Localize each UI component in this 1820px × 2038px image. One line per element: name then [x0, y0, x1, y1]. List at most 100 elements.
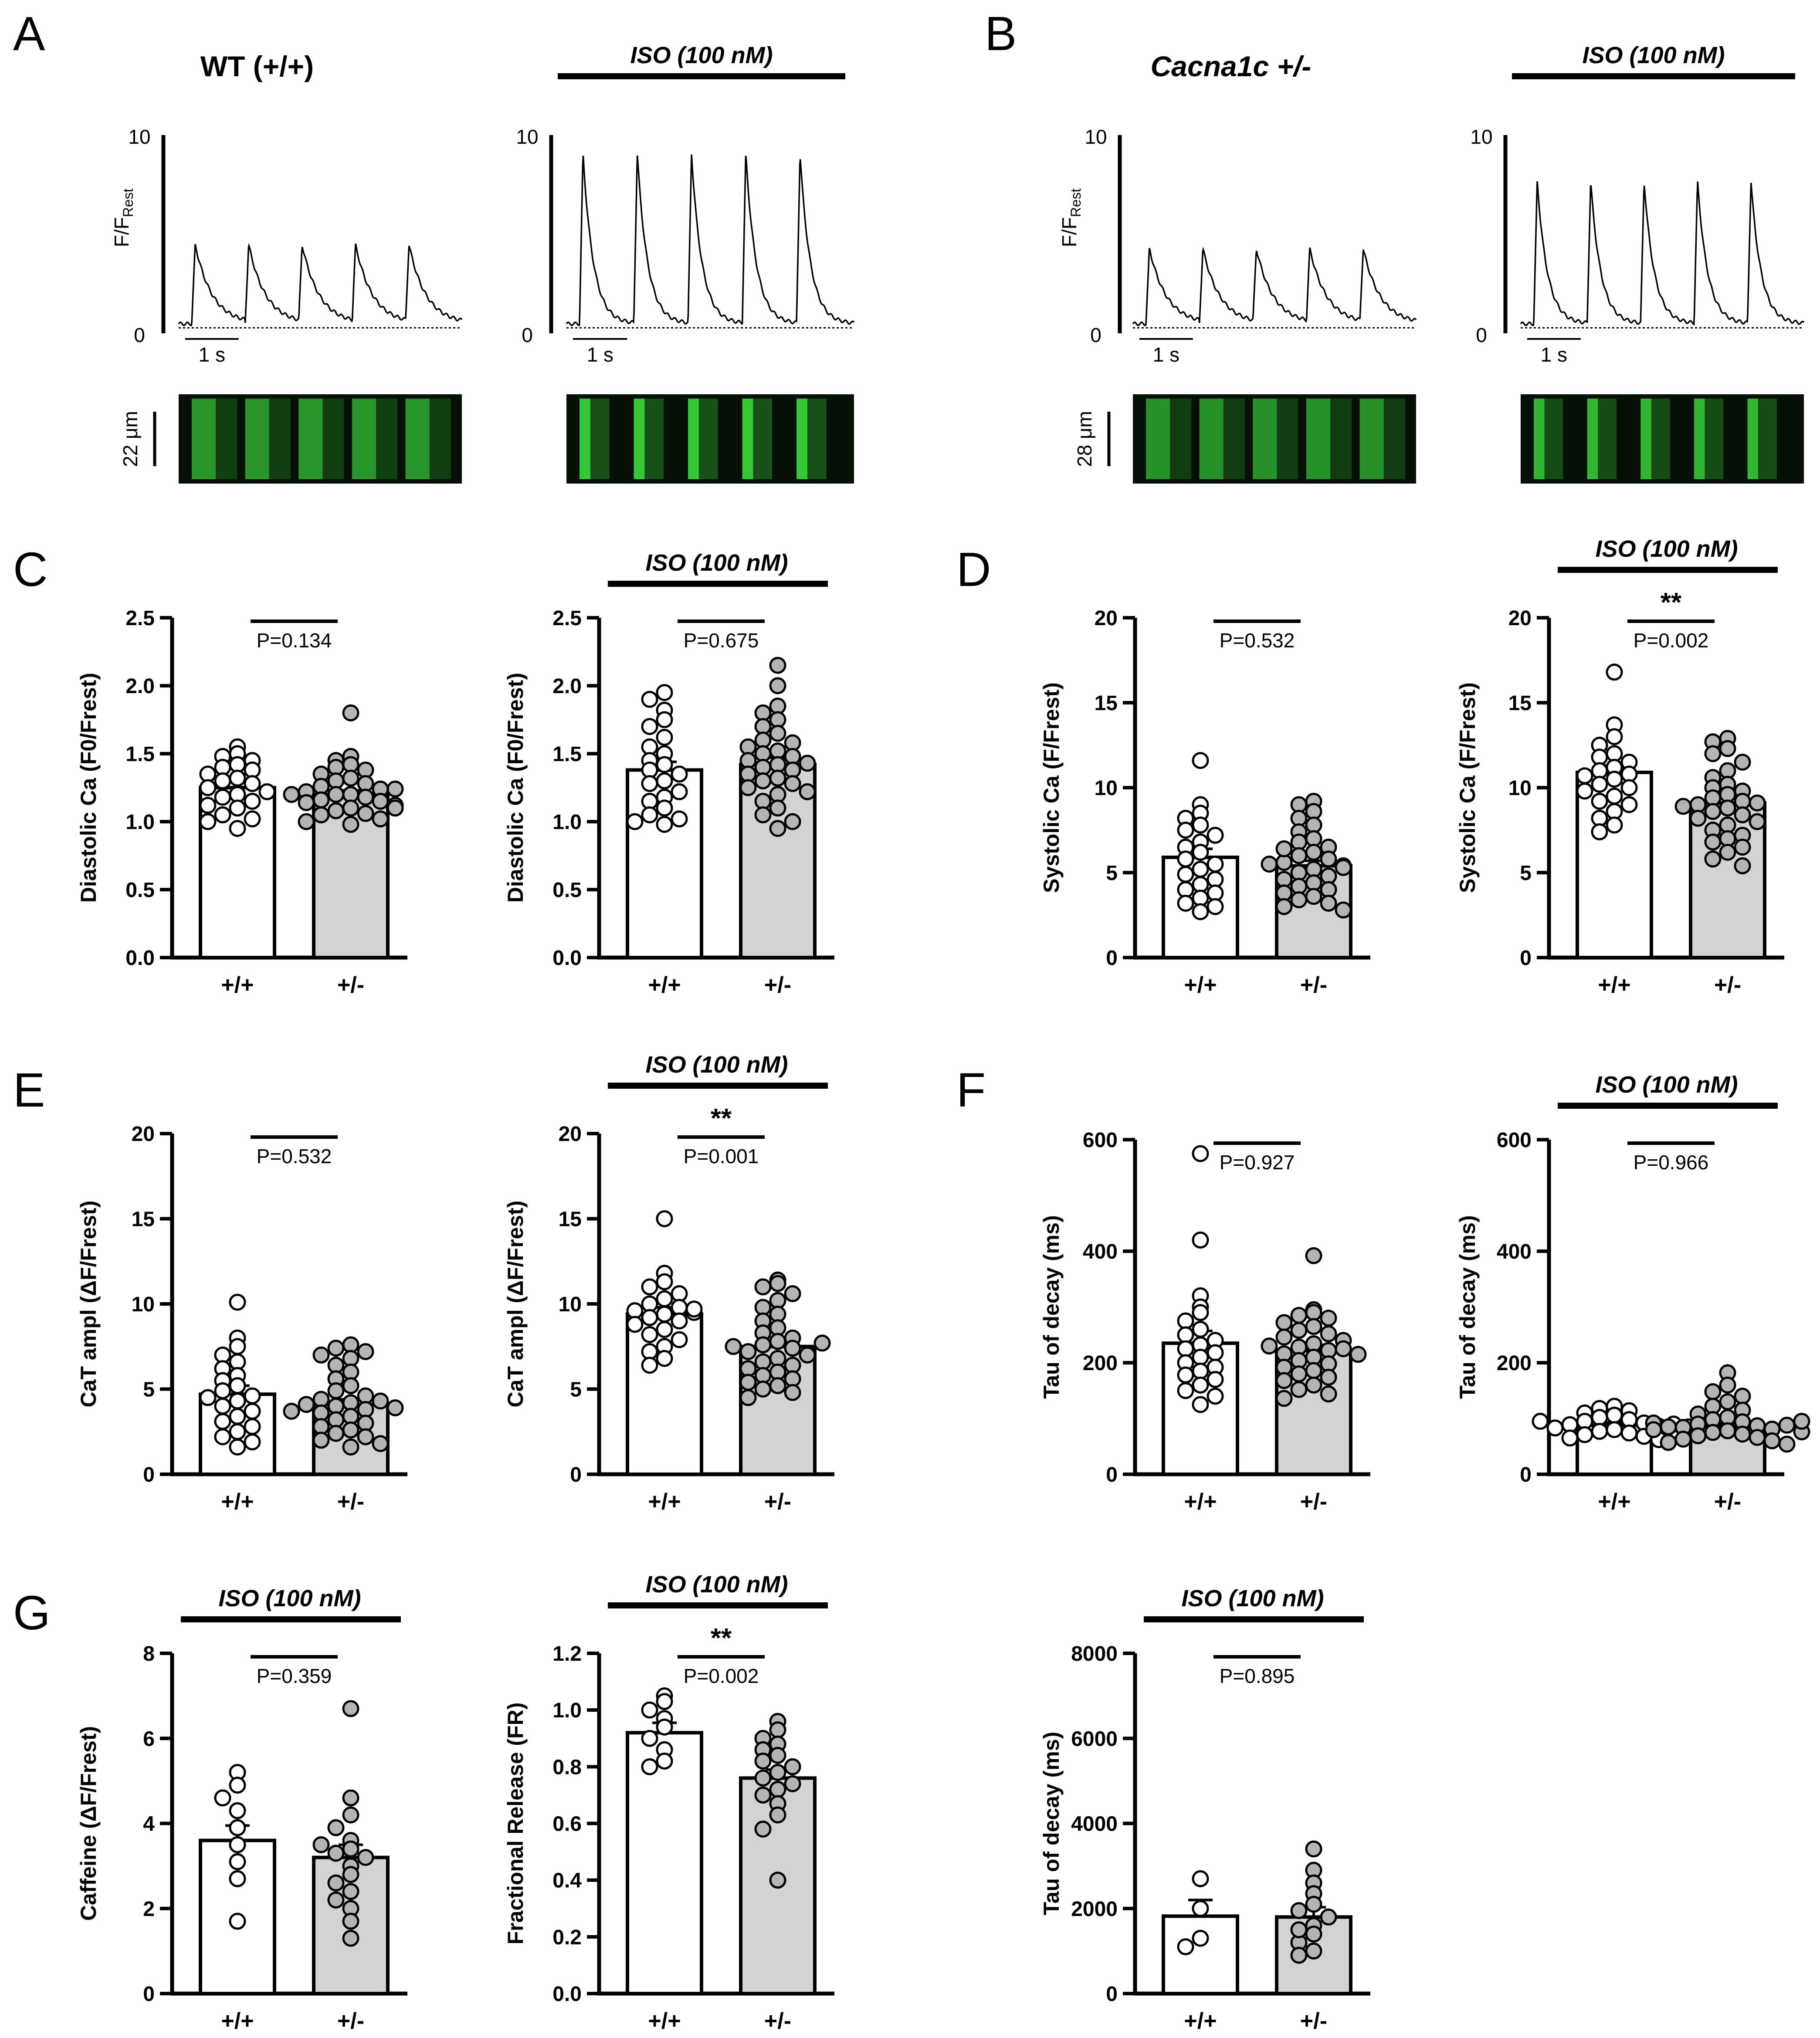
data-point — [342, 1789, 359, 1807]
data-point — [754, 806, 772, 823]
linescan-band-tail — [1277, 399, 1298, 479]
data-point — [229, 1819, 246, 1836]
data-point — [769, 1781, 786, 1798]
data-point — [1778, 1435, 1796, 1453]
data-point — [656, 1305, 673, 1323]
y-tick-label: 15 — [559, 1208, 582, 1231]
data-point — [1320, 894, 1337, 912]
data-point — [641, 691, 658, 708]
data-point — [1606, 771, 1623, 788]
y-tick-label: 8000 — [1071, 1642, 1118, 1666]
data-point — [229, 769, 246, 787]
data-point — [739, 1389, 757, 1406]
data-point — [1290, 1322, 1308, 1339]
data-point — [656, 1290, 673, 1307]
trace-tick-0: 0 — [134, 324, 145, 346]
data-point — [229, 1802, 246, 1819]
data-point — [1320, 1385, 1337, 1403]
data-point — [754, 1336, 772, 1354]
p-value-label: P=0.002 — [684, 1665, 759, 1687]
linescan-band-tail — [753, 399, 773, 479]
data-point — [1620, 779, 1638, 796]
y-tick-label: 5 — [143, 1378, 155, 1402]
data-point — [1320, 1325, 1337, 1342]
y-tick-label: 15 — [1095, 692, 1118, 715]
data-point — [1275, 840, 1293, 857]
y-tick-label: 0.4 — [552, 1869, 582, 1892]
data-point — [1290, 891, 1308, 908]
bar-wt — [626, 1731, 703, 1996]
data-point — [769, 769, 786, 787]
data-point — [784, 1285, 801, 1303]
data-point — [229, 799, 246, 817]
data-point — [754, 1381, 772, 1398]
y-tick-label: 2.0 — [552, 675, 582, 698]
linescan-band — [192, 399, 216, 479]
bar-wt — [1162, 1914, 1239, 1995]
space-scale-label: 22 μm — [119, 411, 142, 467]
data-point — [1290, 1365, 1308, 1383]
data-point — [769, 1872, 786, 1889]
y-axis-label: Tau of decay (ms) — [1455, 1215, 1480, 1398]
y-tick-label: 0 — [1106, 1983, 1118, 2006]
y-tick-label: 20 — [1095, 607, 1118, 630]
data-point — [327, 1845, 345, 1862]
y-tick-label: 0 — [570, 1463, 582, 1486]
data-point — [725, 1338, 742, 1355]
y-tick-label: 1.2 — [552, 1642, 582, 1666]
data-point — [229, 1913, 246, 1930]
category-label: +/- — [764, 1489, 791, 1514]
data-point — [1704, 803, 1722, 820]
data-point — [357, 789, 374, 806]
trace-ylabel-main: F/F — [1058, 217, 1081, 247]
y-axis-label: Tau of decay (ms) — [1039, 1215, 1064, 1398]
data-point — [229, 1836, 246, 1853]
y-tick-label: 5 — [1520, 862, 1532, 885]
time-scale-label: 1 s — [587, 343, 613, 366]
trace-panel-A: WT (+/+) 10 0 F/FRest 1 s 22 μm ISO (100 nM) 10… — [110, 42, 855, 484]
chart-F2: 0 200 400 600 Tau of decay (ms) +/+ +/- P=0.966… — [1455, 1072, 1810, 1514]
chart-C2: 0.0 0.5 1.0 1.5 2.0 2.5 Diastolic Ca (F0/Frest… — [503, 550, 834, 998]
significance-stars: ** — [711, 1104, 732, 1134]
data-point — [1576, 767, 1593, 785]
data-point — [784, 813, 801, 830]
data-point — [214, 1398, 231, 1415]
p-value-label: P=0.134 — [257, 629, 332, 652]
data-point — [1749, 794, 1766, 812]
data-point — [1734, 857, 1751, 874]
linescan-band-tail — [644, 399, 664, 479]
data-point — [1620, 796, 1638, 813]
linescan-band — [634, 399, 645, 479]
y-tick-label: 10 — [1508, 777, 1532, 800]
data-point — [298, 794, 315, 811]
y-tick-label: 0.8 — [552, 1756, 582, 1779]
panel-letter-E: E — [13, 1063, 45, 1117]
linescan-band — [1253, 399, 1277, 479]
linescan-band-tail — [1705, 399, 1724, 479]
data-point — [1591, 775, 1608, 793]
data-point — [372, 1435, 389, 1452]
significance-stars: ** — [711, 1623, 732, 1653]
y-axis-label: Diastolic Ca (F0/Frest) — [76, 673, 101, 903]
linescan-band — [1694, 399, 1705, 479]
linescan-band — [405, 399, 430, 479]
data-point — [656, 799, 673, 817]
data-point — [1704, 833, 1722, 851]
data-point — [754, 772, 772, 789]
data-point — [342, 1438, 359, 1456]
data-point — [671, 1331, 688, 1348]
y-axis-label: Fractional Release (FR) — [503, 1703, 528, 1945]
data-point — [1561, 1429, 1579, 1447]
y-tick-label: 0.0 — [552, 1983, 582, 2006]
linescan-band — [1359, 399, 1384, 479]
data-point — [685, 1300, 703, 1318]
linescan-band-tail — [1330, 399, 1352, 479]
data-point — [312, 1346, 330, 1364]
data-point — [671, 1312, 688, 1330]
data-point — [1192, 1231, 1209, 1249]
data-point — [1734, 806, 1751, 823]
category-label: +/+ — [1598, 972, 1630, 998]
data-point — [1192, 843, 1209, 861]
iso-label: ISO (100 nM) — [1595, 1072, 1738, 1098]
